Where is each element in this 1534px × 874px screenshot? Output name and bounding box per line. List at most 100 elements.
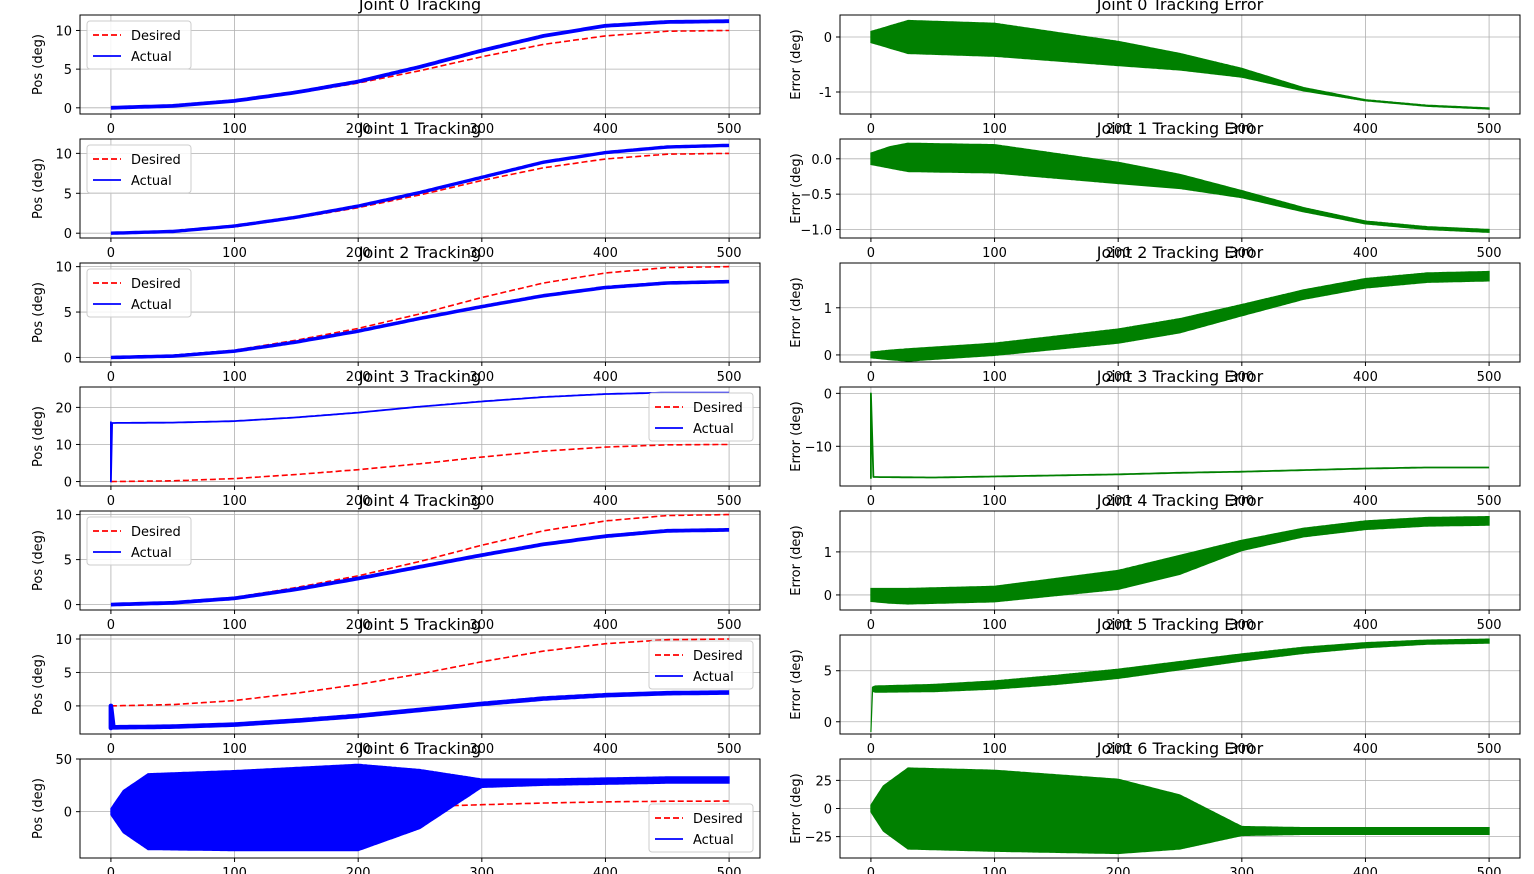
y-tick-label: 0 [824,589,832,604]
y-tick-label: 0 [64,806,72,821]
series-group [110,265,730,360]
legend-label-desired: Desired [693,649,743,664]
chart-title: Joint 5 Tracking Error [1096,615,1264,634]
series-error [870,638,1490,733]
legend: Desired Actual [648,392,754,442]
x-tick-label: 0 [107,370,115,385]
axes-frame [839,262,1521,363]
y-axis-label: Error (deg) [789,277,804,347]
x-tick-label: 100 [982,866,1007,874]
x-tick-label: 200 [1106,742,1131,757]
series-group [870,767,1490,855]
x-tick-label: 200 [1106,122,1131,137]
legend-frame [86,20,192,70]
axes-frame [839,510,1521,611]
x-tick-label: 200 [1106,866,1131,874]
x-tick-label: 100 [982,618,1007,633]
y-tick-label: 5 [64,666,72,681]
x-tick-label: 300 [1229,494,1254,509]
x-tick-label: 500 [717,494,742,509]
x-tick-label: 400 [593,246,618,261]
series-error [870,392,1490,480]
legend-label-actual: Actual [693,422,734,437]
legend-label-desired: Desired [131,277,181,292]
legend: Desired Actual [86,516,192,566]
legend: Desired Actual [648,803,754,853]
x-tick-label: 400 [1353,742,1378,757]
legend-label-actual: Actual [693,833,734,848]
x-tick-label: 400 [593,866,618,874]
series-group [870,142,1490,233]
chart-title: Joint 6 Tracking [358,739,481,758]
x-tick-label: 300 [469,494,494,509]
y-tick-label: -1 [819,86,832,101]
axes-frame [79,758,761,859]
legend-label-desired: Desired [131,525,181,540]
x-tick-label: 400 [1353,370,1378,385]
y-tick-label: −25 [805,831,832,846]
y-tick-label: 0 [824,803,832,818]
x-tick-label: 100 [222,742,247,757]
x-tick-label: 100 [222,866,247,874]
series-desired [110,638,730,707]
legend-label-actual: Actual [693,670,734,685]
x-tick-label: 300 [469,618,494,633]
x-tick-label: 500 [1477,742,1502,757]
y-tick-label: 0 [64,351,72,366]
x-tick-label: 300 [1229,618,1254,633]
x-tick-label: 400 [593,742,618,757]
y-tick-label: 1 [824,302,832,317]
axes-frame [79,634,761,735]
chart-title: Joint 2 Tracking Error [1096,243,1264,262]
axes-frame [839,14,1521,115]
y-tick-label: 0 [824,716,832,731]
legend-label-desired: Desired [131,153,181,168]
y-tick-label: −0.5 [800,188,832,203]
x-tick-label: 500 [717,618,742,633]
y-axis-label: Pos (deg) [31,778,46,839]
x-tick-label: 0 [867,122,875,137]
x-tick-label: 0 [107,494,115,509]
y-axis-label: Pos (deg) [31,530,46,591]
x-tick-label: 100 [222,618,247,633]
legend-frame [648,803,754,853]
series-group [110,143,730,235]
x-tick-label: 100 [222,246,247,261]
y-axis-label: Error (deg) [789,525,804,595]
subplot-j1-err: 0 100 200 300 400 500 −1.0 −0.5 0.0 Error (deg) Jo… [789,119,1521,261]
x-tick-label: 300 [469,742,494,757]
legend-frame [86,516,192,566]
series-group [870,270,1490,362]
chart-title: Joint 4 Tracking Error [1096,491,1264,510]
y-tick-label: 0 [64,700,72,715]
y-axis-label: Pos (deg) [31,34,46,95]
x-tick-label: 100 [222,122,247,137]
x-tick-label: 400 [593,494,618,509]
x-tick-label: 300 [1229,742,1254,757]
x-tick-label: 100 [982,742,1007,757]
series-error [870,270,1490,362]
x-tick-label: 500 [717,246,742,261]
series-actual [110,763,730,852]
x-tick-label: 300 [469,246,494,261]
y-tick-label: 0 [824,349,832,364]
subplot-j0-err: 0 100 200 300 400 500 -1 0 Error (deg) Joint 0 Tr… [789,0,1521,137]
chart-title: Joint 3 Tracking [358,367,481,386]
y-tick-label: 5 [64,187,72,202]
subplot-j3-track: 0 100 200 300 400 500 0 10 20 Pos (deg) Joint 3 Tr… [31,367,761,509]
chart-title: Joint 0 Tracking Error [1096,0,1264,14]
y-tick-label: 0.0 [811,153,832,168]
x-tick-label: 100 [222,370,247,385]
axes-frame [79,138,761,239]
x-tick-label: 500 [1477,370,1502,385]
y-tick-label: 0 [64,227,72,242]
chart-title: Joint 6 Tracking Error [1096,739,1264,758]
y-axis-label: Pos (deg) [31,654,46,715]
y-tick-label: 0 [64,102,72,117]
y-axis-label: Error (deg) [789,29,804,99]
x-tick-label: 300 [1229,122,1254,137]
x-tick-label: 0 [867,866,875,874]
y-axis-label: Error (deg) [789,153,804,223]
subplot-j4-err: 0 100 200 300 400 500 0 1 Error (deg) Joint 4 Tra… [789,491,1521,633]
axes-frame [839,138,1521,239]
